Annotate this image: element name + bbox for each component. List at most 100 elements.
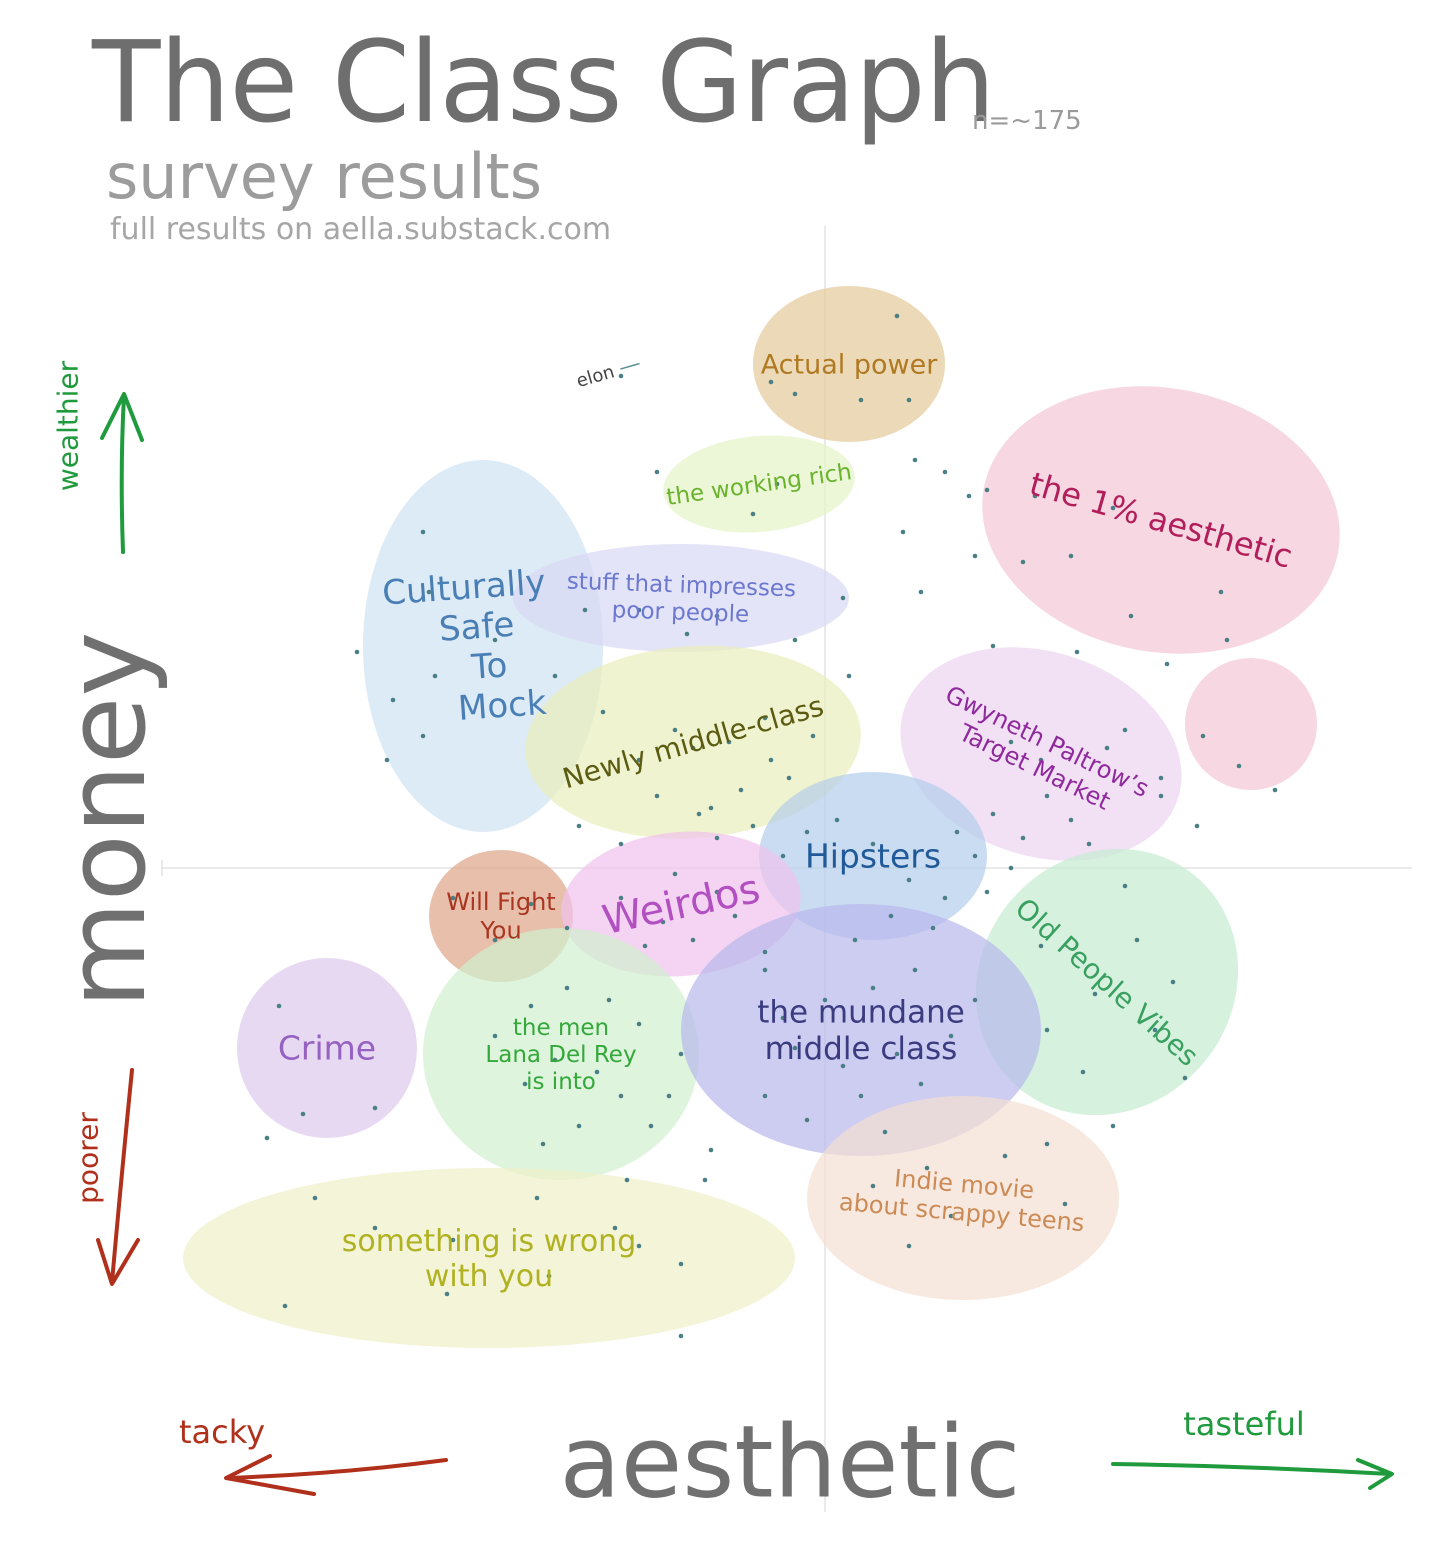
x-axis-title: aesthetic — [559, 1403, 1021, 1521]
survey-point — [948, 1213, 954, 1219]
survey-point — [984, 889, 990, 895]
survey-point — [642, 943, 648, 949]
survey-point — [420, 529, 426, 535]
survey-point — [846, 673, 852, 679]
cluster-actual-power — [753, 286, 945, 442]
survey-point — [1104, 745, 1110, 751]
survey-point — [654, 793, 660, 799]
cluster-gwyneth — [900, 647, 1182, 861]
survey-point — [546, 1273, 552, 1279]
survey-point — [660, 919, 666, 925]
survey-point — [714, 613, 720, 619]
survey-point — [618, 373, 624, 379]
survey-point — [690, 745, 696, 751]
tacky-arrow — [226, 1458, 448, 1480]
survey-point — [1110, 505, 1116, 511]
survey-point — [492, 1033, 498, 1039]
survey-point — [930, 925, 936, 931]
survey-point — [636, 607, 642, 613]
survey-point — [1038, 943, 1044, 949]
survey-point — [942, 895, 948, 901]
survey-point — [810, 733, 816, 739]
cluster-something-wrong — [183, 1168, 795, 1348]
survey-point — [870, 1183, 876, 1189]
cluster-working-rich — [663, 435, 855, 533]
survey-point — [1122, 727, 1128, 733]
tasteful-arrow — [1111, 1462, 1392, 1476]
survey-point — [732, 913, 738, 919]
survey-point — [912, 457, 918, 463]
survey-point — [1068, 553, 1074, 559]
survey-point — [654, 469, 660, 475]
survey-point — [990, 811, 996, 817]
survey-point — [618, 1093, 624, 1099]
survey-point — [870, 841, 876, 847]
survey-point — [672, 871, 678, 877]
survey-point — [708, 805, 714, 811]
survey-point — [1194, 823, 1200, 829]
arrow-layer — [96, 392, 1394, 1496]
survey-point — [882, 1129, 888, 1135]
survey-point — [552, 1057, 558, 1063]
y-axis-negative-label: poorer — [71, 1112, 105, 1204]
tasteful-arrow-head — [1356, 1458, 1394, 1490]
survey-point — [666, 1093, 672, 1099]
cluster-crime — [237, 958, 417, 1138]
survey-point — [894, 1051, 900, 1057]
survey-point — [636, 757, 642, 763]
cluster-label-line: something is wrong — [342, 1224, 637, 1259]
survey-point — [906, 877, 912, 883]
survey-point — [1044, 1027, 1050, 1033]
survey-point — [714, 835, 720, 841]
survey-point — [972, 553, 978, 559]
cluster-label-line: Lana Del Rey — [485, 1042, 636, 1068]
survey-point — [972, 853, 978, 859]
survey-point — [858, 1093, 864, 1099]
survey-point — [1044, 793, 1050, 799]
wealthier-arrow — [119, 394, 126, 554]
survey-point — [684, 631, 690, 637]
survey-point — [540, 1141, 546, 1147]
annotation-elon: elon — [574, 361, 640, 392]
survey-point — [582, 607, 588, 613]
cluster-label-line: Will Fight — [446, 888, 555, 916]
survey-point — [834, 817, 840, 823]
cluster-old-people — [975, 848, 1239, 1116]
survey-point — [390, 697, 396, 703]
cluster-label-line: Hipsters — [805, 837, 941, 876]
cluster-label-actual-power: Actual power — [761, 349, 939, 380]
survey-point — [804, 1117, 810, 1123]
survey-point — [780, 1015, 786, 1021]
survey-point — [264, 1135, 270, 1141]
survey-point — [708, 1147, 714, 1153]
survey-point — [384, 757, 390, 763]
cluster-label-line: is into — [526, 1069, 596, 1095]
survey-point — [636, 1021, 642, 1027]
survey-point — [792, 391, 798, 397]
survey-point — [762, 949, 768, 955]
chart-title: The Class Graph — [92, 18, 996, 148]
survey-point — [450, 895, 456, 901]
survey-point — [1008, 865, 1014, 871]
survey-point — [786, 775, 792, 781]
cluster-label-line: To — [469, 645, 508, 687]
survey-point — [696, 811, 702, 817]
survey-point — [420, 733, 426, 739]
survey-point — [678, 1051, 684, 1057]
survey-point — [1200, 733, 1206, 739]
survey-point — [852, 937, 858, 943]
survey-point — [1086, 841, 1092, 847]
survey-point — [312, 1195, 318, 1201]
cluster-one-percent — [982, 386, 1340, 654]
survey-point — [678, 1261, 684, 1267]
survey-point — [450, 1237, 456, 1243]
survey-point — [900, 529, 906, 535]
survey-point — [990, 643, 996, 649]
survey-point — [282, 1303, 288, 1309]
survey-point — [888, 913, 894, 919]
survey-point — [564, 985, 570, 991]
cluster-newly-middle — [525, 645, 861, 839]
cluster-label-line: middle class — [765, 1031, 958, 1067]
